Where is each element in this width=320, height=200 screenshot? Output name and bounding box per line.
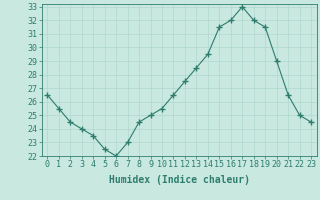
X-axis label: Humidex (Indice chaleur): Humidex (Indice chaleur) — [109, 175, 250, 185]
